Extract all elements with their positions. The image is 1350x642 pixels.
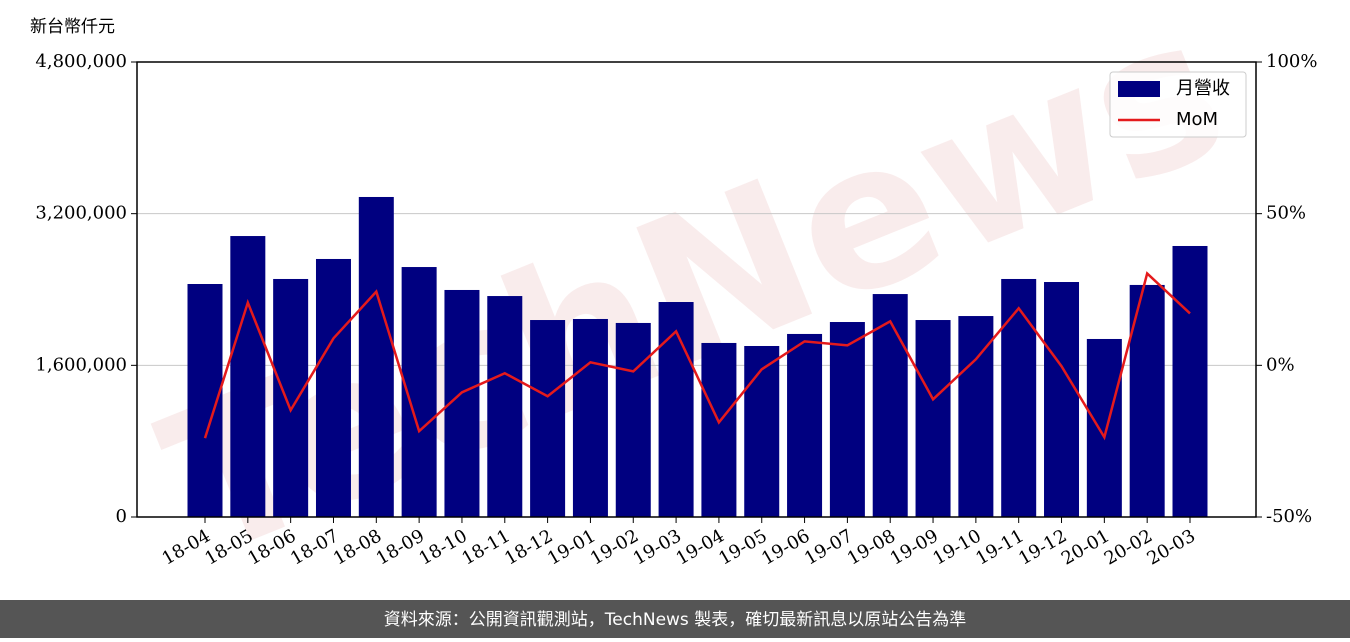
footer-note: 資料來源：公開資訊觀測站，TechNews 製表，確切最新訊息以原站公告為準	[384, 610, 966, 630]
y2-tick-label: 0%	[1266, 354, 1295, 375]
bar	[487, 296, 523, 517]
bar	[315, 258, 351, 517]
bar	[572, 318, 608, 517]
bar	[358, 196, 394, 517]
bar	[1044, 282, 1080, 517]
x-tick-label: 19-09	[887, 525, 942, 569]
y-tick-label: 1,600,000	[35, 354, 127, 375]
x-tick-label: 19-05	[715, 525, 770, 569]
y-tick-label: 4,800,000	[35, 51, 127, 72]
x-tick-label: 20-02	[1101, 525, 1156, 569]
x-tick-label: 18-10	[416, 525, 471, 569]
y2-tick-label: 50%	[1266, 203, 1306, 224]
x-tick-label: 19-11	[972, 525, 1027, 569]
bar	[658, 302, 694, 517]
x-tick-label: 19-08	[844, 525, 899, 569]
bar	[1001, 278, 1037, 517]
footer-bar	[0, 600, 1350, 638]
y-tick-label: 3,200,000	[35, 203, 127, 224]
y-axis-label: 新台幣仟元	[30, 17, 115, 37]
x-tick-label: 19-07	[801, 525, 856, 569]
bar	[915, 320, 951, 517]
bar	[744, 345, 780, 517]
bar	[1086, 338, 1122, 517]
legend-label: 月營收	[1176, 78, 1230, 99]
legend-swatch	[1118, 81, 1160, 97]
x-tick-label: 18-12	[501, 525, 556, 569]
x-tick-label: 20-03	[1144, 525, 1199, 569]
x-tick-label: 18-11	[458, 525, 513, 569]
legend-label: MoM	[1176, 109, 1218, 130]
x-tick-label: 19-04	[672, 525, 727, 569]
x-tick-label: 19-01	[544, 525, 599, 569]
x-tick-label: 19-03	[630, 525, 685, 569]
bar	[273, 278, 309, 517]
bar	[872, 294, 908, 517]
x-tick-label: 19-06	[758, 525, 813, 569]
x-tick-label: 19-10	[929, 525, 984, 569]
bar	[1172, 245, 1208, 517]
y-tick-label: 0	[116, 506, 127, 527]
bar	[701, 342, 737, 517]
bar	[1129, 284, 1165, 517]
y2-tick-label: 100%	[1266, 51, 1317, 72]
bar	[230, 236, 266, 517]
bar	[615, 322, 651, 517]
x-tick-label: 20-01	[1058, 525, 1113, 569]
bar	[530, 320, 566, 517]
x-tick-label: 19-12	[1015, 525, 1070, 569]
bar	[958, 316, 994, 517]
bar	[829, 322, 865, 517]
plot-frame	[136, 61, 1257, 518]
x-tick-label: 19-02	[587, 525, 642, 569]
y2-tick-label: -50%	[1266, 506, 1312, 527]
bar	[787, 333, 823, 517]
line	[203, 271, 1191, 441]
